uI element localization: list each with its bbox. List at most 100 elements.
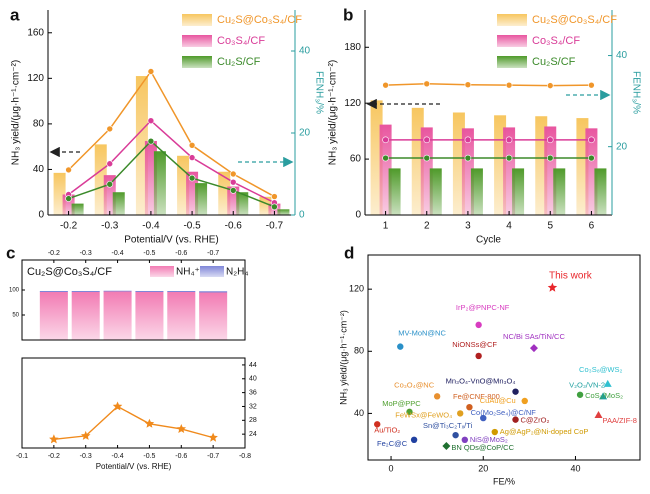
bar [277,209,290,215]
y-axis-label: NH₃ yield/(μg·h⁻¹·cm⁻²) [11,60,22,165]
y-tick-label: 120 [349,284,364,294]
fe-point [382,154,389,162]
chart-title: Cu₂S@Co₃S₄/CF [27,266,112,278]
point-label: IrP₂@PNPC-NF [456,303,510,312]
y-tick-label: 40 [33,164,45,175]
legend-label: NH₄⁺ [176,267,200,278]
bar [470,168,483,215]
fe-point [106,180,114,188]
point-label: Fe@CNF-800 [453,392,500,401]
x-tick-label: -0.5 [183,221,201,232]
point-label: Au/TiO₂ [374,425,400,434]
legend-swatch [182,56,212,68]
data-point [461,436,469,444]
x-tick-label: 0 [389,463,394,473]
fe-point [65,166,72,174]
fe-point [49,434,59,444]
y-tick-label: 40 [249,376,257,383]
y2-axis-label: FENH₃/% [630,71,641,114]
fe-point [144,418,155,428]
y-tick-label: 100 [9,288,20,294]
legend-swatch [497,35,527,47]
legend-label: Cu₂S/CF [217,56,261,68]
y-tick-label: 80 [33,119,45,130]
fe-point [229,170,237,178]
point-label: V₂O₃/VN-2 [569,380,605,389]
stacked-bar [167,291,196,292]
stacked-bar [135,291,164,292]
data-point [576,391,584,398]
data-point [512,388,519,395]
point-label: Co₃O₄@NC [394,380,435,389]
fe-line [68,70,275,198]
bar [512,168,525,215]
x-tick-label: -0.3 [80,453,92,460]
x-tick-label: 3 [465,221,471,232]
legend-label: Co₃S₄/CF [217,35,265,47]
x-tick-label: 40 [570,463,580,473]
data-point [410,436,418,444]
point-label: Ag@AgP₂@Ni-doped CoP [500,427,589,436]
point-label: MoP@PPC [382,399,421,408]
data-point [475,352,482,360]
x-tick-label: -0.5 [143,250,155,257]
fe-point [147,137,155,145]
fe-point [464,154,472,162]
x-axis-label: FE/% [493,476,515,486]
x-tick-label: -0.2 [48,250,60,257]
fe-line [385,83,592,87]
plot-frame [21,357,246,449]
bar [71,203,84,215]
fe-point [382,136,389,144]
fe-point [271,193,278,200]
stacked-bar [71,292,100,340]
stacked-bar [167,292,196,340]
legend-swatch [182,14,212,26]
y-tick-label: 120 [27,73,44,84]
x-tick-label: -0.2 [48,453,60,460]
y-tick-label: 160 [27,27,44,38]
fe-point [147,68,155,75]
point-label: NC/Bi SAs/TiN/CC [503,332,565,341]
fe-line [53,405,214,441]
legend-swatch [182,35,212,47]
x-tick-label: -0.6 [175,453,187,460]
stacked-bar [39,292,68,340]
y-tick-label: 0 [38,210,44,221]
fe-point [112,401,123,411]
x-axis-label: Cycle [476,235,501,246]
legend-label: Co₃S₄/CF [532,35,580,47]
data-point [594,410,603,418]
bar [553,168,566,215]
y-tick-label: 40 [354,408,364,418]
point-label: NiS@MoS₂ [470,435,508,444]
fe-line [68,140,275,208]
legend-swatch [497,56,527,68]
y-tick-label: 120 [344,98,361,109]
bar [236,192,249,215]
fe-point [546,136,554,144]
fe-point [588,154,595,162]
x-tick-label: -0.3 [80,250,92,257]
x-tick-label: 5 [547,221,553,232]
y-axis-label: NH₃ yield/(μg·h⁻¹·cm⁻²) [328,60,339,165]
bar [195,183,208,215]
legend-swatch [497,14,527,26]
y2-axis-label: FENH₃/% [313,71,324,114]
fe-line [68,119,275,204]
fe-point [188,142,196,149]
data-point [491,428,498,436]
y-tick-label: 80 [354,346,364,356]
x-tick-label: -0.6 [225,221,243,232]
fe-point [176,424,186,433]
point-label: This work [549,270,593,281]
bar [388,168,401,215]
point-label: NiONSs@CF [452,340,497,349]
data-point [466,403,473,411]
data-point [529,344,538,353]
data-point [599,392,608,400]
data-point [457,410,464,417]
